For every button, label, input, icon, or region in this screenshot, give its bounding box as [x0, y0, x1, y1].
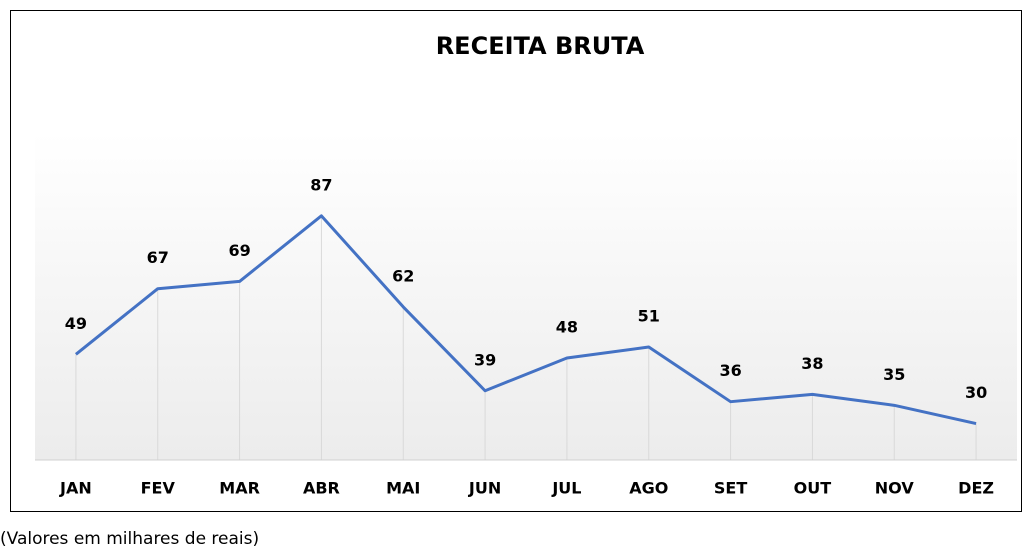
- x-tick-label: DEZ: [958, 479, 994, 498]
- data-label: 30: [965, 383, 987, 402]
- chart-title: RECEITA BRUTA: [436, 32, 645, 60]
- data-label: 35: [883, 365, 905, 384]
- data-label: 39: [474, 350, 496, 369]
- x-tick-label: JAN: [59, 479, 92, 498]
- x-tick-label: FEV: [141, 479, 176, 498]
- x-tick-label: SET: [714, 479, 747, 498]
- x-tick-label: JUL: [551, 479, 581, 498]
- x-tick-label: MAR: [219, 479, 260, 498]
- data-line: [74, 214, 977, 426]
- x-tick-label: OUT: [794, 479, 832, 498]
- x-tick-label: ABR: [303, 479, 340, 498]
- data-label: 49: [65, 314, 87, 333]
- footnote: (Valores em milhares de reais): [0, 529, 259, 549]
- data-label: 51: [638, 307, 660, 326]
- data-label: 67: [147, 248, 169, 267]
- data-label: 36: [719, 361, 741, 380]
- plot-background: [35, 132, 1017, 460]
- data-label: 62: [392, 266, 414, 285]
- data-label: 38: [801, 354, 823, 373]
- data-label: 48: [556, 317, 578, 336]
- data-label: 87: [310, 175, 332, 194]
- x-tick-label: MAI: [386, 479, 420, 498]
- x-tick-label: AGO: [629, 479, 668, 498]
- x-tick-label: JUN: [468, 479, 501, 498]
- x-tick-label: NOV: [875, 479, 915, 498]
- data-label: 69: [228, 241, 250, 260]
